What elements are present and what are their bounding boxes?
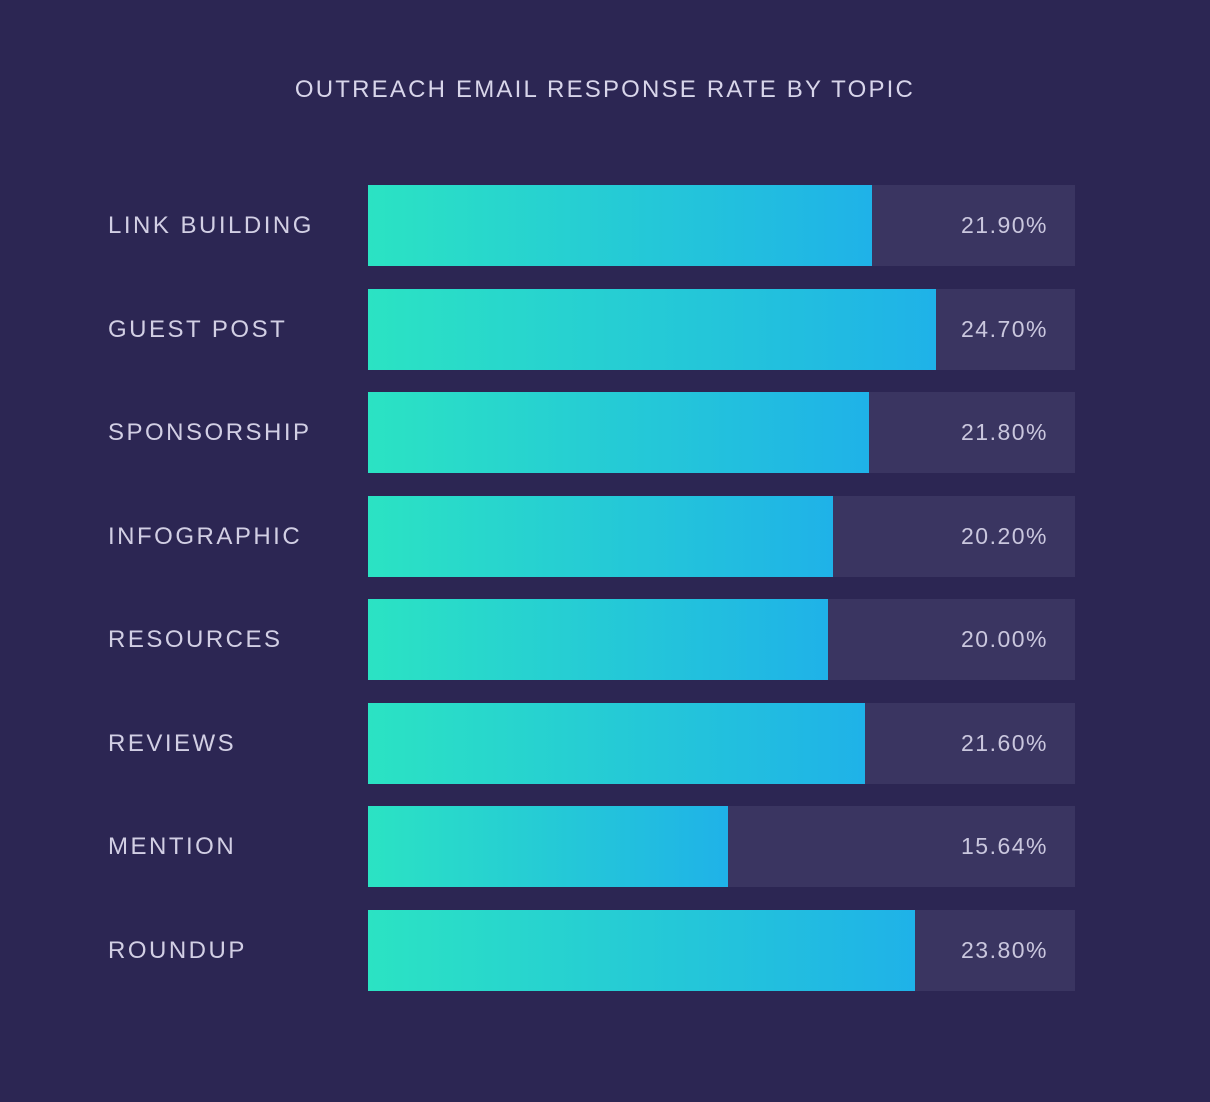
bar-track: 24.70% <box>368 288 1075 370</box>
chart-title: OUTREACH EMAIL RESPONSE RATE BY TOPIC <box>294 76 916 103</box>
chart-row: INFOGRAPHIC 20.20% <box>108 495 1102 577</box>
category-label: ROUNDUP <box>108 936 247 964</box>
chart-rows: LINK BUILDING 21.90% GUEST POST 24.70% SPONS… <box>108 185 1102 1013</box>
category-label: RESOURCES <box>108 626 283 653</box>
value-label: 21.80% <box>960 419 1048 445</box>
bar-track: 21.80% <box>368 392 1075 473</box>
category-label: SPONSORSHIP <box>108 419 312 446</box>
bar-track: 20.20% <box>368 495 1075 577</box>
bar-fill <box>368 599 828 680</box>
chart-row: ROUNDUP 23.80% <box>108 909 1102 991</box>
bar-track: 21.90% <box>368 185 1075 266</box>
bar-fill <box>368 185 872 266</box>
chart-row: REVIEWS 21.60% <box>108 702 1102 784</box>
value-label: 20.20% <box>960 522 1048 549</box>
chart-row: GUEST POST 24.70% <box>108 288 1102 370</box>
bar-fill <box>368 909 916 991</box>
bar-fill <box>368 702 865 784</box>
bar-fill <box>368 392 870 473</box>
category-label: LINK BUILDING <box>108 212 314 239</box>
bar-fill <box>368 806 728 887</box>
value-label: 20.00% <box>960 626 1048 652</box>
chart-row: LINK BUILDING 21.90% <box>108 185 1102 266</box>
chart-row: SPONSORSHIP 21.80% <box>108 392 1102 473</box>
bar-fill <box>368 495 833 577</box>
value-label: 21.90% <box>960 212 1048 238</box>
category-label: GUEST POST <box>108 315 288 343</box>
chart-row: MENTION 15.64% <box>108 806 1102 887</box>
bar-track: 21.60% <box>368 702 1075 784</box>
bar-track: 15.64% <box>368 806 1075 887</box>
chart-row: RESOURCES 20.00% <box>108 599 1102 680</box>
bar-track: 20.00% <box>368 599 1075 680</box>
value-label: 23.80% <box>960 936 1048 963</box>
value-label: 24.70% <box>960 315 1048 342</box>
category-label: REVIEWS <box>108 729 237 757</box>
bar-fill <box>368 288 937 370</box>
value-label: 21.60% <box>960 729 1048 756</box>
bar-track: 23.80% <box>368 909 1075 991</box>
value-label: 15.64% <box>960 833 1048 859</box>
category-label: MENTION <box>108 833 237 860</box>
category-label: INFOGRAPHIC <box>108 522 303 550</box>
